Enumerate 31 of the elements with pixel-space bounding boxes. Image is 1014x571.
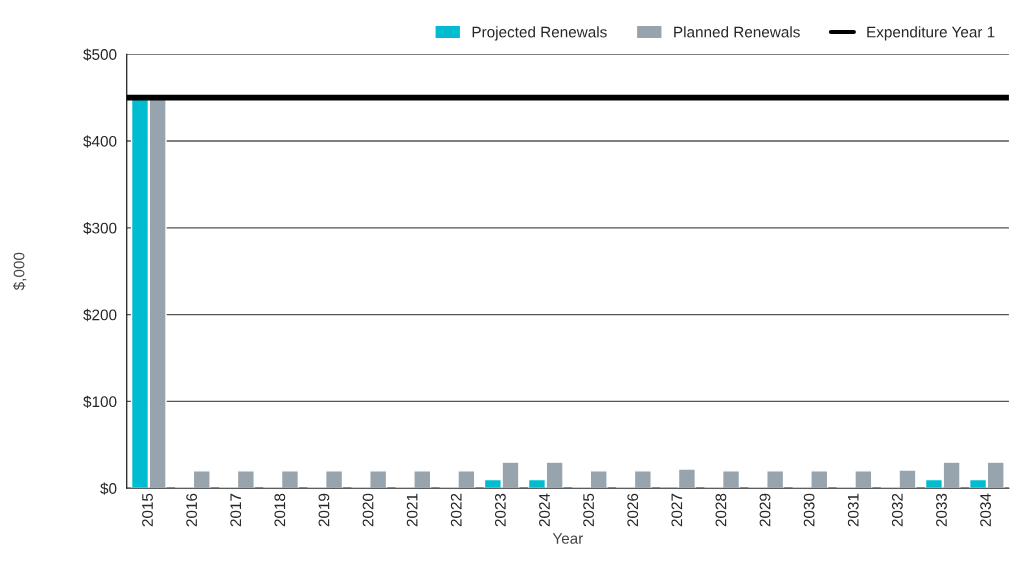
x-tick-label: 2018	[274, 493, 286, 527]
x-tick-label: 2017	[230, 493, 242, 527]
y-tick-label: $400	[83, 135, 117, 148]
x-axis-title: Year	[552, 533, 584, 544]
x-tick-label: 2026	[627, 493, 639, 527]
y-axis-title: $,000	[13, 252, 27, 291]
x-tick-label: 2034	[980, 493, 991, 527]
x-tick-label: 2016	[186, 493, 198, 527]
x-tick-label: 2027	[671, 493, 683, 527]
y-tick-label: $0	[100, 482, 117, 495]
x-tick-label: 2031	[847, 493, 859, 527]
legend-label: Projected Renewals	[472, 26, 607, 41]
x-tick-label: 2028	[715, 493, 727, 527]
x-tick-label: 2022	[450, 493, 462, 527]
x-tick-label: 2030	[803, 493, 815, 527]
x-tick-label: 2029	[759, 493, 771, 527]
y-tick-label: $100	[83, 395, 117, 409]
legend-label: Planned Renewals	[674, 26, 800, 38]
x-tick-label: 2021	[406, 493, 418, 527]
x-tick-label: 2019	[318, 493, 330, 527]
y-tick-label: $500	[83, 48, 117, 61]
x-tick-label: 2032	[891, 493, 903, 527]
y-tick-label: $200	[83, 308, 117, 322]
x-tick-label: 2023	[494, 493, 506, 527]
x-tick-label: 2033	[936, 493, 947, 527]
x-tick-label: 2024	[539, 493, 550, 527]
x-tick-label: 2020	[362, 493, 374, 527]
x-tick-label: 2025	[583, 493, 594, 527]
y-tick-label: $300	[83, 222, 117, 235]
legend-label: Expenditure Year 1	[867, 26, 995, 41]
x-tick-label: 2015	[142, 493, 153, 527]
